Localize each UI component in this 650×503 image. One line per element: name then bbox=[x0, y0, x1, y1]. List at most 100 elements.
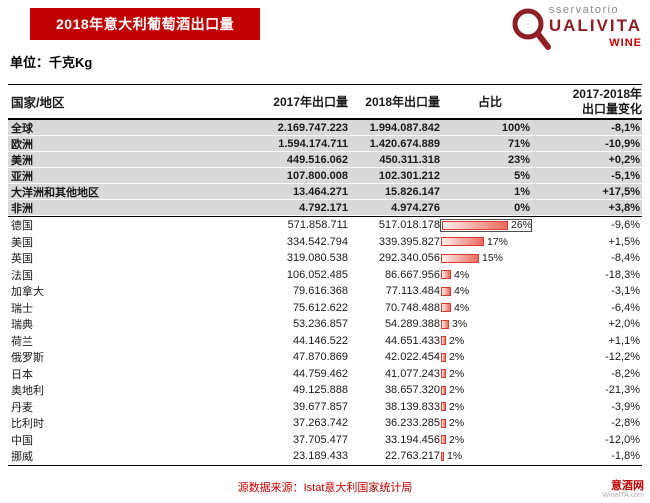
wineita-watermark: 意酒网 WineITA.com bbox=[603, 480, 645, 500]
change-value: -2,8% bbox=[611, 417, 640, 430]
wineita-en-text: WineITA.com bbox=[602, 492, 645, 500]
share-label: 17% bbox=[487, 235, 509, 248]
share-bar-group: 4% bbox=[440, 285, 540, 297]
row-label: 丹麦 bbox=[11, 401, 33, 414]
share-bar-group: 3% bbox=[440, 318, 540, 330]
share-bar-group: 2% bbox=[440, 368, 540, 380]
value-2017: 53.236.857 bbox=[292, 318, 348, 331]
value-2017: 49.125.888 bbox=[292, 384, 348, 397]
share-bar bbox=[441, 237, 484, 247]
title-banner: 2018年意大利葡萄酒出口量 bbox=[30, 8, 261, 40]
value-2018: 54.289.388 bbox=[384, 318, 440, 331]
region-row: 非洲 4.792.171 4.974.276 0% +3,8% bbox=[8, 200, 642, 216]
share-cell: 4% bbox=[440, 285, 540, 297]
value-2017: 571.858.711 bbox=[287, 219, 348, 232]
share-bar bbox=[441, 352, 446, 362]
country-row: 日本 44.759.462 41.077.243 2% -8,2% bbox=[8, 366, 642, 383]
value-2017: 23.189.433 bbox=[292, 450, 348, 463]
value-2017: 75.612.622 bbox=[292, 301, 348, 314]
value-2017: 39.677.857 bbox=[292, 400, 348, 413]
country-row: 法国 106.052.485 86.667.956 4% -18,3% bbox=[8, 267, 642, 284]
share-label: 2% bbox=[449, 433, 465, 446]
row-label: 英国 bbox=[11, 253, 33, 266]
value-2018: 22.763.217 bbox=[384, 450, 440, 463]
share-bar bbox=[441, 451, 444, 461]
change-value: +1,1% bbox=[608, 334, 641, 347]
country-row: 加拿大 79.616.368 77.113.484 4% -3,1% bbox=[8, 283, 642, 300]
region-row: 亚洲 107.800.008 102.301.212 5% -5,1% bbox=[8, 168, 642, 184]
row-label: 中国 bbox=[11, 434, 33, 447]
value-2017: 319.080.538 bbox=[286, 252, 348, 265]
row-label: 德国 bbox=[11, 220, 33, 233]
share-bar-group: 15% bbox=[440, 252, 540, 264]
change-value: -5,1% bbox=[611, 169, 640, 182]
share-label: 3% bbox=[452, 318, 468, 331]
change-value: +0,2% bbox=[608, 153, 641, 166]
change-value: -21,3% bbox=[605, 384, 640, 397]
row-label: 挪威 bbox=[11, 451, 33, 464]
value-2017: 37.705.477 bbox=[292, 433, 348, 446]
region-row: 美洲 449.516.062 450.311.318 23% +0,2% bbox=[8, 152, 642, 168]
share-bar bbox=[441, 303, 451, 313]
share-bar-group: 2% bbox=[440, 434, 540, 446]
share-label: 2% bbox=[449, 351, 465, 364]
share-cell: 4% bbox=[440, 302, 540, 314]
value-2018: 38.657.320 bbox=[384, 384, 440, 397]
share-cell: 2% bbox=[440, 417, 540, 429]
share-cell: 4% bbox=[440, 269, 540, 281]
row-label: 法国 bbox=[11, 269, 33, 282]
country-row: 美国 334.542.794 339.395.827 17% +1,5% bbox=[8, 234, 642, 251]
value-2017: 107.800.008 bbox=[286, 169, 348, 182]
change-value: -8,1% bbox=[611, 121, 640, 134]
share-label: 15% bbox=[482, 252, 504, 265]
share-bar-group: 17% bbox=[440, 236, 540, 248]
share-bar-group: 2% bbox=[440, 417, 540, 429]
value-2018: 33.194.456 bbox=[384, 433, 440, 446]
qualivita-logo: sservatorio UALIVITA WINE bbox=[510, 4, 642, 52]
country-row: 荷兰 44.146.522 44.651.433 2% +1,1% bbox=[8, 333, 642, 350]
share-bar bbox=[441, 336, 446, 346]
share-cell: 1% bbox=[514, 185, 530, 198]
row-label: 非洲 bbox=[11, 202, 33, 215]
wineita-cn-text: 意酒网 bbox=[611, 480, 644, 493]
value-2018: 41.077.243 bbox=[384, 367, 440, 380]
table-header-row: 国家/地区 2017年出口量 2018年出口量 占比 2017-2018年 出口… bbox=[8, 84, 642, 120]
share-bar-group: 26% bbox=[440, 218, 532, 232]
share-bar bbox=[441, 253, 479, 263]
value-2018: 42.022.454 bbox=[384, 351, 440, 364]
col-header-change-line2: 出口量变化 bbox=[581, 101, 642, 116]
share-cell: 100% bbox=[501, 121, 530, 134]
share-cell: 3% bbox=[440, 318, 540, 330]
share-cell: 5% bbox=[514, 169, 530, 182]
share-cell: 2% bbox=[440, 384, 540, 396]
share-cell: 15% bbox=[440, 252, 540, 264]
row-label: 欧洲 bbox=[11, 138, 33, 151]
change-value: +1,5% bbox=[608, 235, 641, 248]
change-value: -6,4% bbox=[611, 301, 640, 314]
change-value: -3,9% bbox=[611, 400, 640, 413]
region-section: 全球 2.169.747.223 1.994.087.842 100% -8,1% 欧洲 1… bbox=[8, 120, 642, 217]
row-label: 俄罗斯 bbox=[11, 352, 44, 365]
share-bar bbox=[442, 220, 508, 230]
value-2018: 44.651.433 bbox=[384, 334, 440, 347]
value-2018: 4.974.276 bbox=[391, 201, 440, 214]
region-row: 大洋洲和其他地区 13.464.271 15.826.147 1% +17,5% bbox=[8, 184, 642, 200]
col-header-2017: 2017年出口量 bbox=[273, 95, 348, 109]
share-cell: 71% bbox=[507, 137, 530, 150]
value-2017: 334.542.794 bbox=[286, 235, 348, 248]
share-bar-group: 4% bbox=[440, 302, 540, 314]
share-bar bbox=[441, 385, 446, 395]
share-bar bbox=[441, 418, 446, 428]
logo-text: sservatorio UALIVITA WINE bbox=[549, 4, 642, 50]
share-bar-group: 2% bbox=[440, 351, 540, 363]
change-value: -9,6% bbox=[611, 219, 640, 232]
logo-qualivita-text: UALIVITA bbox=[548, 16, 642, 36]
unit-label: 单位：千克Kg bbox=[10, 55, 93, 70]
share-bar-group: 2% bbox=[440, 335, 540, 347]
country-row: 比利时 37.263.742 36.233.285 2% -2,8% bbox=[8, 415, 642, 432]
row-label: 比利时 bbox=[11, 418, 44, 431]
value-2018: 36.233.285 bbox=[384, 417, 440, 430]
row-label: 奥地利 bbox=[11, 385, 44, 398]
change-value: -1,8% bbox=[611, 450, 640, 463]
